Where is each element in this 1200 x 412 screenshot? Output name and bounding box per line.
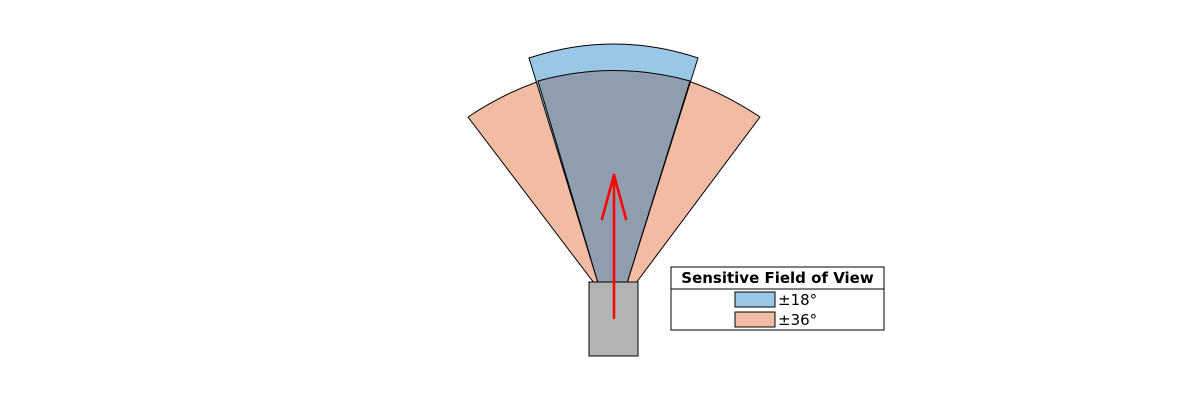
legend: Sensitive Field of View ±18° ±36° [670,266,885,331]
arrow-head [600,173,628,221]
legend-title: Sensitive Field of View [681,269,874,287]
legend-swatch-18 [734,291,776,308]
legend-label-36: ±36° [778,311,817,329]
legend-label-18: ±18° [778,291,817,309]
legend-swatch-36 [734,311,776,328]
legend-box [670,266,885,331]
direction-arrow-icon [600,173,628,320]
